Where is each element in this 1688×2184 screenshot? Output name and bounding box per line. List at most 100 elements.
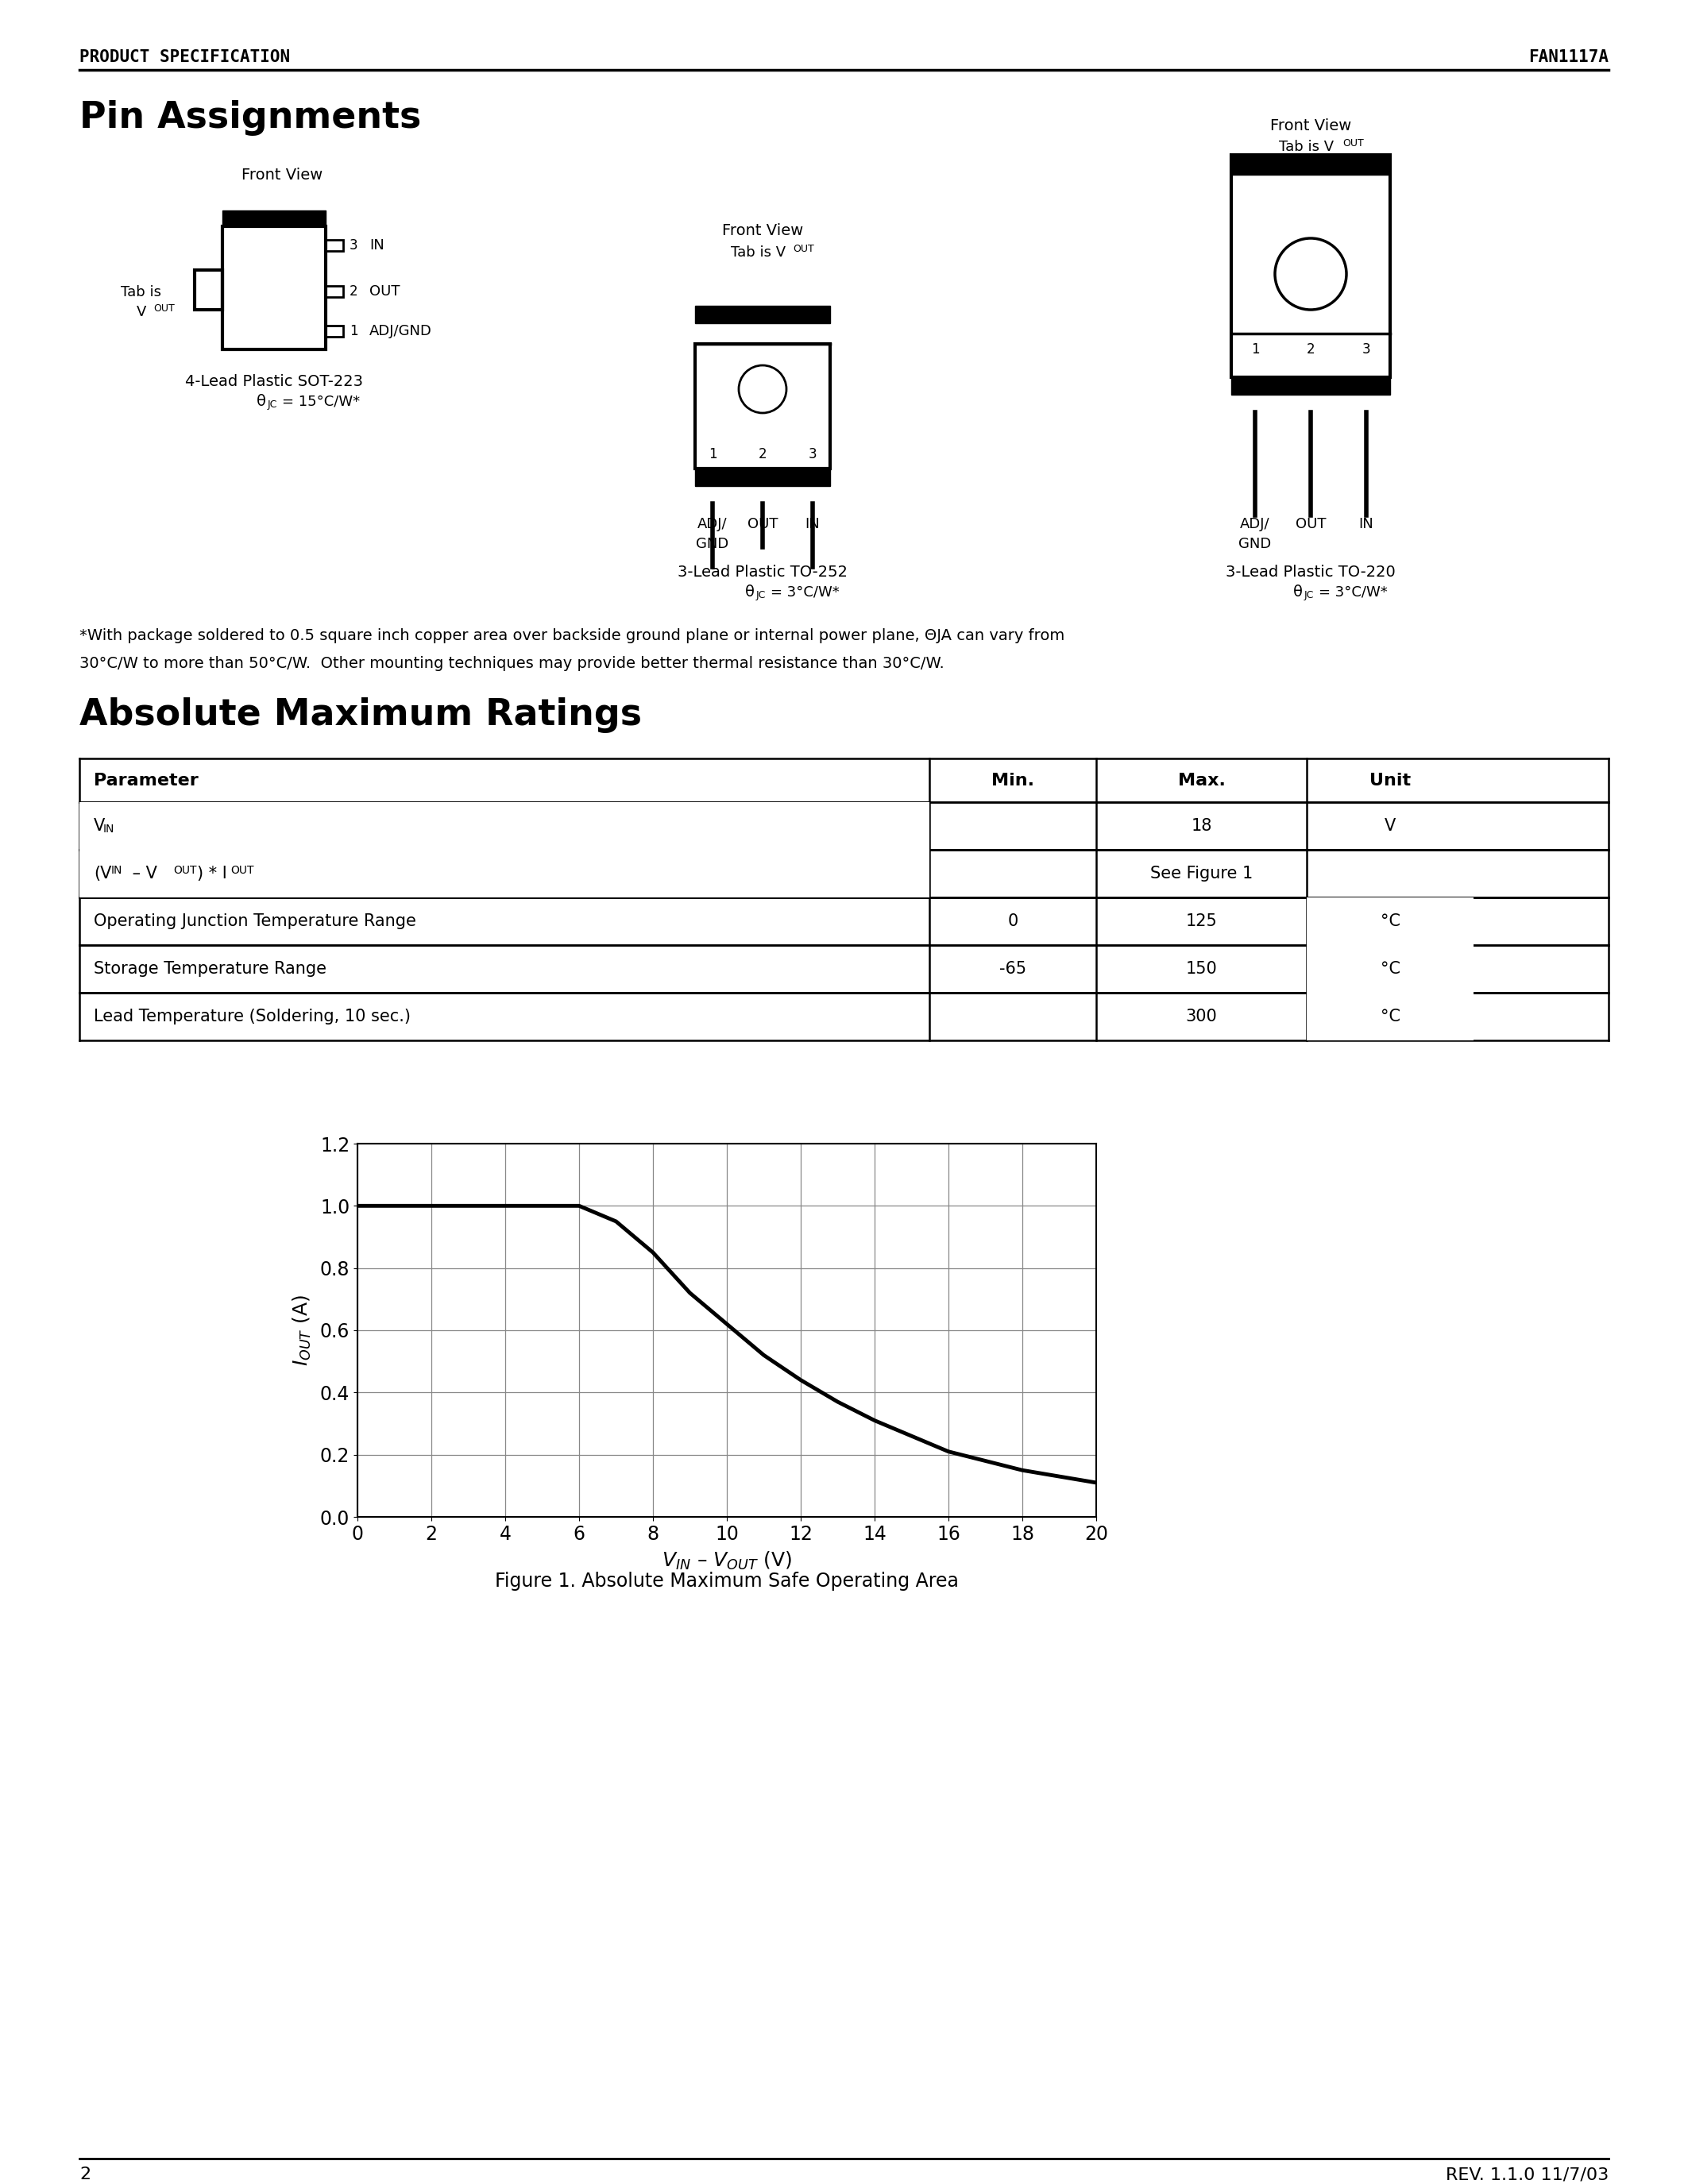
Text: = 3°C/W*: = 3°C/W* [1318, 585, 1388, 598]
Bar [1307, 994, 1474, 1040]
Text: IN: IN [103, 823, 115, 834]
Text: IN: IN [370, 238, 385, 253]
Text: 3-Lead Plastic TO-220: 3-Lead Plastic TO-220 [1225, 563, 1396, 579]
Text: Absolute Maximum Ratings: Absolute Maximum Ratings [79, 697, 641, 732]
Text: C: C [1384, 961, 1396, 976]
Text: C: C [1384, 913, 1396, 928]
Text: °C: °C [1381, 1009, 1399, 1024]
Text: 150: 150 [1185, 961, 1217, 976]
Text: Lead Temperature (Soldering, 10 sec.): Lead Temperature (Soldering, 10 sec.) [95, 1009, 410, 1024]
Text: °C: °C [1381, 961, 1399, 976]
Text: JC: JC [756, 590, 766, 601]
Text: PRODUCT SPECIFICATION: PRODUCT SPECIFICATION [79, 50, 290, 66]
Text: 2: 2 [758, 448, 766, 461]
Text: Operating Junction Temperature Range: Operating Junction Temperature Range [95, 913, 417, 928]
Text: IN: IN [103, 823, 115, 834]
Text: Parameter: Parameter [95, 773, 199, 788]
Text: 0: 0 [1008, 913, 1018, 928]
Bar [1231, 155, 1391, 175]
X-axis label: $V_{IN}$ – $V_{OUT}$ (V): $V_{IN}$ – $V_{OUT}$ (V) [662, 1551, 792, 1572]
Text: OUT: OUT [370, 284, 400, 299]
Text: Tab is V: Tab is V [1280, 140, 1334, 155]
Text: Storage Temperature Range: Storage Temperature Range [95, 961, 326, 976]
Text: 1: 1 [709, 448, 717, 461]
Text: *With package soldered to 0.5 square inch copper area over backside ground plane: *With package soldered to 0.5 square inc… [79, 627, 1065, 642]
Text: IN: IN [1359, 518, 1374, 531]
Bar [1307, 946, 1474, 994]
Bar [326, 325, 343, 336]
Text: Pin Assignments: Pin Assignments [79, 100, 422, 135]
Text: 3: 3 [1362, 343, 1371, 356]
Text: VIN: VIN [95, 819, 122, 834]
Text: 2: 2 [79, 2167, 91, 2182]
Text: = 15°C/W*: = 15°C/W* [282, 393, 360, 408]
Bar [79, 850, 930, 898]
Text: OUT: OUT [154, 304, 174, 312]
Text: Min.: Min. [991, 773, 1035, 788]
Text: Figure 1. Absolute Maximum Safe Operating Area: Figure 1. Absolute Maximum Safe Operatin… [495, 1572, 959, 1590]
Text: JC: JC [1305, 590, 1315, 601]
Text: OUT: OUT [174, 865, 196, 876]
Text: OUT: OUT [1342, 138, 1364, 149]
Text: Front View: Front View [1269, 118, 1352, 133]
Bar [223, 227, 326, 349]
Text: 1: 1 [349, 323, 358, 339]
Text: 300: 300 [1185, 1009, 1217, 1024]
Text: 18: 18 [1192, 819, 1212, 834]
Text: See Figure 1: See Figure 1 [1150, 865, 1252, 882]
Text: V: V [95, 819, 105, 834]
Text: OUT: OUT [748, 518, 778, 531]
Text: (V: (V [95, 865, 111, 882]
Bar [79, 802, 930, 850]
Text: θ: θ [257, 393, 267, 408]
Text: 3: 3 [809, 448, 817, 461]
Bar [695, 306, 830, 323]
Text: 3-Lead Plastic TO-252: 3-Lead Plastic TO-252 [677, 563, 847, 579]
Text: 1: 1 [1251, 343, 1259, 356]
Text: ) * I: ) * I [197, 865, 226, 882]
Text: °C: °C [1381, 913, 1399, 928]
Bar [695, 470, 830, 487]
Text: 2: 2 [349, 284, 358, 299]
Text: V: V [137, 306, 147, 319]
Text: 30°C/W to more than 50°C/W.  Other mounting techniques may provide better therma: 30°C/W to more than 50°C/W. Other mounti… [79, 655, 944, 670]
Text: – V: – V [127, 865, 157, 882]
Text: θ: θ [744, 583, 755, 598]
Text: Max.: Max. [1178, 773, 1225, 788]
Text: OUT: OUT [1295, 518, 1327, 531]
Bar [194, 271, 223, 310]
Y-axis label: $I_{OUT}$ (A): $I_{OUT}$ (A) [292, 1295, 314, 1365]
Text: 125: 125 [1185, 913, 1217, 928]
Text: ADJ/: ADJ/ [1241, 518, 1269, 531]
Text: V: V [1384, 819, 1396, 834]
Text: REV. 1.1.0 11/7/03: REV. 1.1.0 11/7/03 [1445, 2167, 1609, 2182]
Text: GND: GND [1239, 537, 1271, 550]
Text: JC: JC [268, 400, 277, 408]
Text: 4-Lead Plastic SOT-223: 4-Lead Plastic SOT-223 [186, 373, 363, 389]
Text: Tab is: Tab is [122, 286, 162, 299]
Text: Front View: Front View [241, 168, 322, 181]
Bar [223, 210, 326, 227]
Text: FAN1117A: FAN1117A [1528, 50, 1609, 66]
Text: ADJ/: ADJ/ [697, 518, 728, 531]
Text: IN: IN [111, 865, 123, 876]
Text: ADJ/GND: ADJ/GND [370, 323, 432, 339]
Text: Tab is V: Tab is V [731, 245, 787, 260]
Bar [1231, 155, 1391, 378]
Text: OUT: OUT [230, 865, 253, 876]
Text: IN: IN [805, 518, 820, 531]
Text: C: C [1384, 1009, 1396, 1024]
Bar [1307, 898, 1474, 946]
Text: Unit: Unit [1369, 773, 1411, 788]
Text: 3: 3 [349, 238, 358, 253]
Bar [326, 240, 343, 251]
Text: OUT: OUT [793, 242, 814, 253]
Text: 2: 2 [1307, 343, 1315, 356]
Text: GND: GND [695, 537, 729, 550]
Text: Front View: Front View [722, 223, 803, 238]
Bar [326, 286, 343, 297]
Text: = 3°C/W*: = 3°C/W* [770, 585, 839, 598]
Text: (VIN - VOUT) * IOUT: (VIN - VOUT) * IOUT [95, 865, 257, 882]
Text: V: V [95, 819, 105, 834]
Text: θ: θ [1293, 583, 1303, 598]
